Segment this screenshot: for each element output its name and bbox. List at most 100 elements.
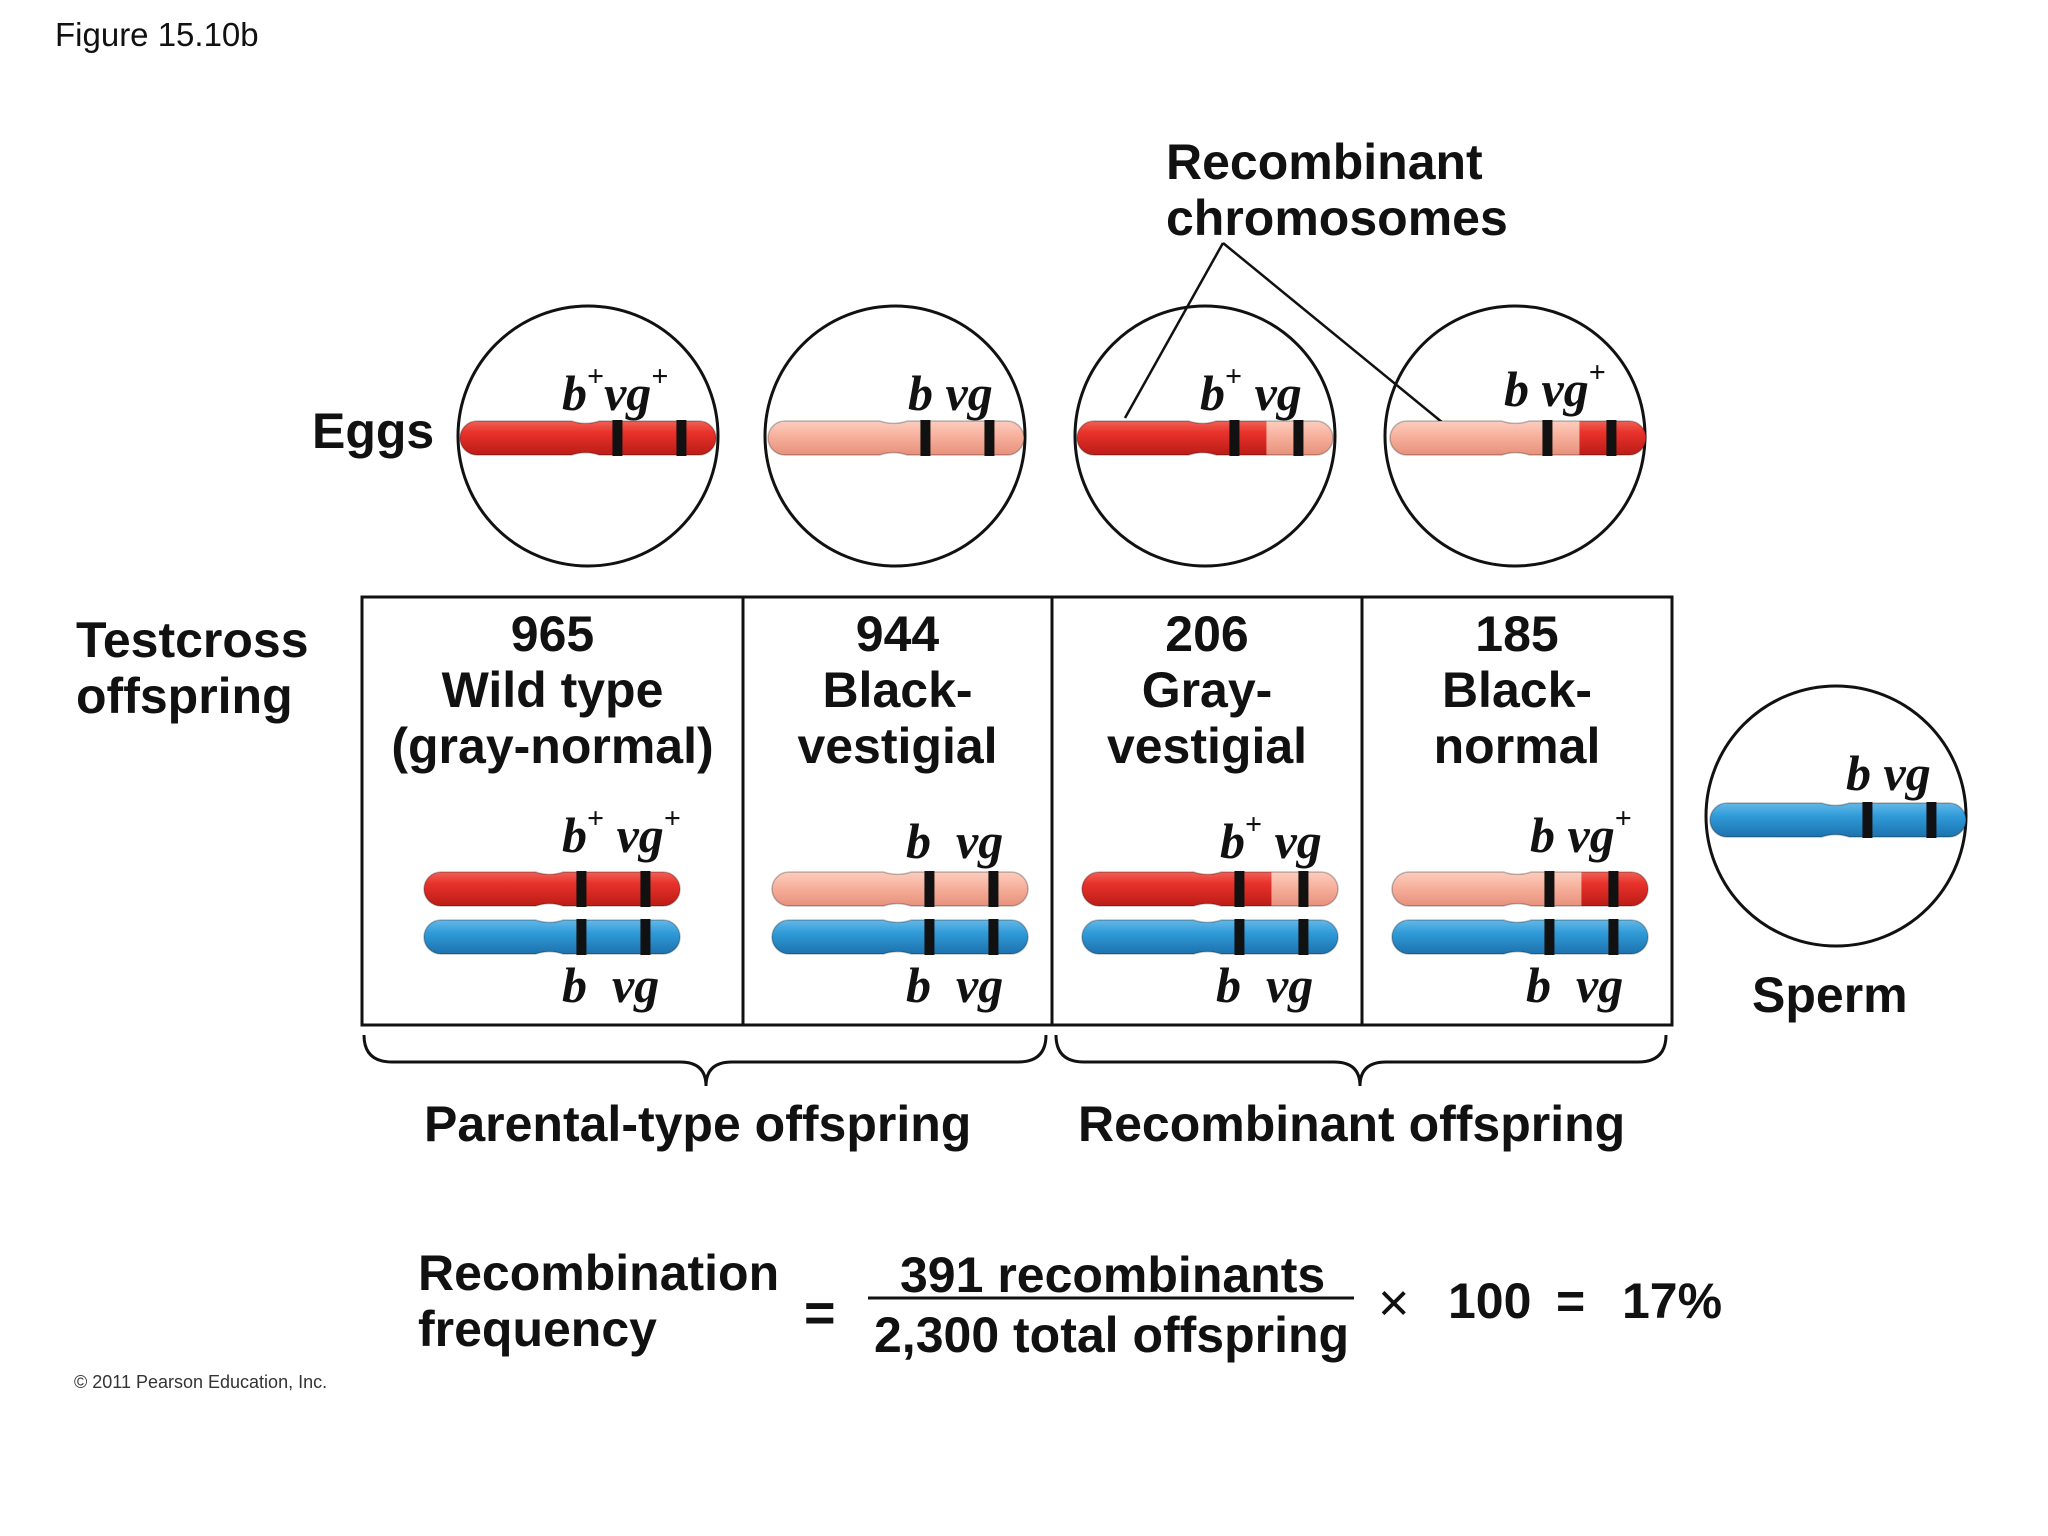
offspring-4-sperm-chromosome bbox=[1391, 919, 1649, 955]
offspring-3-sperm-chromosome bbox=[1081, 919, 1339, 955]
offspring-3-bottom-alleles: b vg bbox=[1216, 956, 1313, 1014]
recombinant-label-line1: Recombinant bbox=[1166, 134, 1483, 190]
equation-numerator: 391 recombinants bbox=[900, 1247, 1326, 1303]
offspring-2-egg-chromosome-segment-1 bbox=[772, 872, 1028, 906]
egg-2-chromosome bbox=[767, 420, 1025, 456]
offspring-1-sperm-chromosome-vg-locus-band bbox=[640, 919, 651, 955]
egg-3-allele1: b bbox=[1200, 365, 1225, 421]
egg-2-allele2: vg bbox=[945, 365, 993, 421]
recombinant-chromosomes-label: Recombinant chromosomes bbox=[1166, 134, 1508, 246]
offspring-2-sperm-chromosome-segment-1 bbox=[772, 920, 1028, 954]
egg-2-alleles: b vg bbox=[908, 364, 993, 422]
offspring-2-bottom-a2: vg bbox=[956, 957, 1004, 1013]
offspring-1-egg-chromosome-outline bbox=[423, 871, 681, 907]
offspring-3-top-alleles: b+ vg bbox=[1220, 808, 1322, 870]
egg-2-allele1: b bbox=[908, 365, 933, 421]
egg-1-chromosome-vg-locus-band bbox=[676, 420, 687, 456]
offspring-4-sperm-chromosome-segment-1 bbox=[1392, 920, 1648, 954]
offspring-1-count: 965 bbox=[510, 606, 595, 662]
sperm-label: Sperm bbox=[1752, 967, 1908, 1023]
offspring-2-sperm-chromosome-outline bbox=[771, 919, 1029, 955]
egg-4-chromosome-b-locus-band bbox=[1542, 420, 1553, 456]
offspring-4-sperm-chromosome-b-locus-band bbox=[1544, 919, 1555, 955]
offspring-1-line1: Wild type bbox=[441, 662, 664, 718]
testcross-label-line2: offspring bbox=[76, 668, 293, 724]
offspring-1-egg-chromosome bbox=[423, 871, 681, 907]
offspring-2-sperm-chromosome-b-locus-band bbox=[924, 919, 935, 955]
equation-equals-sign-2: = bbox=[1556, 1273, 1586, 1329]
equation-denominator: 2,300 total offspring bbox=[874, 1307, 1350, 1363]
offspring-4-text: 185 Black- normal bbox=[1362, 606, 1672, 774]
egg-3-chromosome bbox=[1076, 420, 1334, 456]
egg-4-chromosome-outline bbox=[1389, 420, 1647, 456]
egg-4-sup2: + bbox=[1588, 356, 1606, 390]
egg-1-sup1: + bbox=[587, 360, 605, 394]
recombinant-pointer-line-2 bbox=[1222, 242, 1444, 424]
testcross-offspring-label: Testcross offspring bbox=[76, 612, 309, 724]
egg-3-alleles: b+ vg bbox=[1200, 360, 1302, 422]
egg-1-allele2: vg bbox=[604, 365, 652, 421]
offspring-3-sperm-chromosome-outline bbox=[1081, 919, 1339, 955]
offspring-4-top-s2: + bbox=[1614, 802, 1632, 836]
offspring-3-top-a2: vg bbox=[1274, 813, 1322, 869]
offspring-4-line2: normal bbox=[1433, 718, 1601, 774]
parental-brace bbox=[362, 1034, 1048, 1087]
offspring-4-egg-chromosome-outline bbox=[1391, 871, 1649, 907]
offspring-cell-black-vestigial: 944 Black- vestigial bbox=[743, 606, 1052, 1026]
recombinant-pointer-line-1 bbox=[1123, 242, 1225, 419]
offspring-3-sperm-chromosome-segment-1 bbox=[1082, 920, 1338, 954]
offspring-3-bottom-a1: b bbox=[1216, 957, 1241, 1013]
offspring-4-egg-chromosome bbox=[1391, 871, 1649, 907]
offspring-1-line2: (gray-normal) bbox=[391, 718, 714, 774]
offspring-2-egg-chromosome bbox=[771, 871, 1029, 907]
offspring-1-top-alleles: b+ vg+ bbox=[562, 802, 681, 864]
offspring-2-egg-chromosome-b-locus-band bbox=[924, 871, 935, 907]
offspring-4-top-a2: vg bbox=[1567, 807, 1615, 863]
egg-3-allele2: vg bbox=[1254, 365, 1302, 421]
offspring-1-bottom-a1: b bbox=[562, 957, 587, 1013]
egg-1-alleles: b+vg+ bbox=[562, 360, 668, 422]
equation-result: 17% bbox=[1622, 1273, 1723, 1329]
offspring-4-egg-chromosome-vg-locus-band bbox=[1608, 871, 1619, 907]
sperm-chromosome-segment-1 bbox=[1710, 803, 1966, 837]
equation-times-sign: × bbox=[1378, 1273, 1410, 1333]
offspring-1-top-s2: + bbox=[663, 802, 681, 836]
offspring-2-top-a2: vg bbox=[956, 813, 1004, 869]
egg-3-chromosome-vg-locus-band bbox=[1293, 420, 1304, 456]
offspring-2-text: 944 Black- vestigial bbox=[743, 606, 1052, 774]
offspring-4-bottom-a1: b bbox=[1526, 957, 1551, 1013]
egg-4-chromosome bbox=[1389, 420, 1647, 456]
testcross-label-line1: Testcross bbox=[76, 612, 309, 668]
offspring-1-top-a1: b bbox=[562, 807, 587, 863]
offspring-3-egg-chromosome-outline bbox=[1081, 871, 1339, 907]
offspring-1-bottom-a2: vg bbox=[612, 957, 660, 1013]
offspring-3-sperm-chromosome-vg-locus-band bbox=[1298, 919, 1309, 955]
offspring-2-bottom-a1: b bbox=[906, 957, 931, 1013]
offspring-2-sperm-chromosome-vg-locus-band bbox=[988, 919, 999, 955]
offspring-3-sperm-chromosome-b-locus-band bbox=[1234, 919, 1245, 955]
offspring-cell-gray-vestigial: 206 Gray- vestigial bbox=[1052, 606, 1362, 1026]
offspring-1-egg-chromosome-segment-1 bbox=[424, 872, 680, 906]
offspring-cell-wild-type: 965 Wild type (gray-normal) bbox=[362, 606, 743, 1026]
offspring-2-sperm-chromosome bbox=[771, 919, 1029, 955]
sperm-allele2: vg bbox=[1883, 745, 1931, 801]
egg-1-chromosome-b-locus-band bbox=[612, 420, 623, 456]
offspring-1-text: 965 Wild type (gray-normal) bbox=[362, 606, 743, 774]
equation-multiplier: 100 bbox=[1448, 1273, 1532, 1329]
figure-label: Figure 15.10b bbox=[55, 16, 259, 53]
offspring-3-line2: vestigial bbox=[1106, 718, 1308, 774]
egg-4-chromosome-vg-locus-band bbox=[1606, 420, 1617, 456]
offspring-3-bottom-a2: vg bbox=[1266, 957, 1314, 1013]
equation-equals-sign: = bbox=[804, 1283, 836, 1343]
offspring-cell-black-normal: 185 Black- normal bbox=[1362, 606, 1672, 1026]
offspring-3-egg-chromosome-b-locus-band bbox=[1234, 871, 1245, 907]
sperm-chromosome bbox=[1709, 802, 1967, 838]
egg-1-sup2: + bbox=[651, 360, 669, 394]
egg-2-chromosome-vg-locus-band bbox=[984, 420, 995, 456]
offspring-4-sperm-chromosome-outline bbox=[1391, 919, 1649, 955]
offspring-2-top-alleles: b vg bbox=[906, 812, 1003, 870]
offspring-2-line2: vestigial bbox=[797, 718, 998, 774]
offspring-4-line1: Black- bbox=[1441, 662, 1593, 718]
sperm-chromosome-vg-locus-band bbox=[1926, 802, 1937, 838]
recombination-frequency-label: Recombination frequency bbox=[418, 1245, 779, 1357]
